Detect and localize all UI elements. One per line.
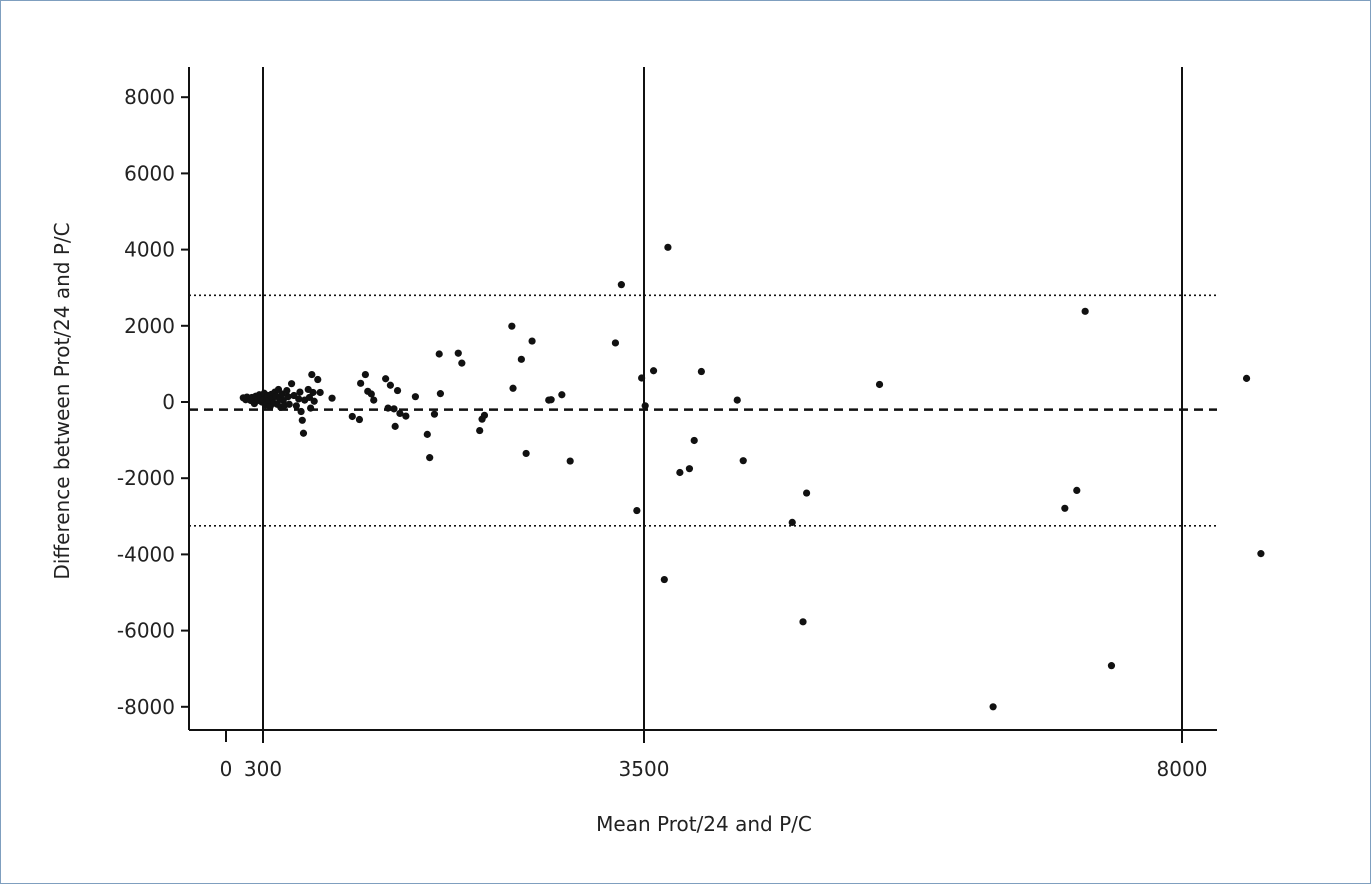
y-tick-label: 6000 bbox=[124, 161, 175, 185]
data-point bbox=[566, 457, 574, 465]
data-point bbox=[295, 395, 303, 403]
y-tick-label: -4000 bbox=[117, 542, 175, 566]
data-point bbox=[435, 350, 443, 358]
data-point bbox=[361, 370, 369, 379]
tick-labels: 8000 6000 4000 2000 0 -2000 -4000 -6000 -8000 0 30… bbox=[117, 85, 1208, 781]
data-point bbox=[391, 422, 399, 430]
data-point bbox=[454, 349, 462, 357]
x-tick-label: 300 bbox=[244, 757, 282, 781]
data-point bbox=[676, 468, 684, 477]
data-point bbox=[1081, 307, 1089, 315]
x-axis-title: Mean Prot/24 and P/C bbox=[596, 812, 812, 836]
y-tick-label: -6000 bbox=[117, 619, 175, 643]
data-point bbox=[799, 618, 807, 626]
data-point bbox=[739, 457, 747, 465]
data-point bbox=[509, 384, 517, 392]
data-point bbox=[396, 409, 404, 418]
data-point bbox=[788, 518, 796, 526]
data-point bbox=[297, 407, 305, 416]
y-tick-label: 4000 bbox=[124, 238, 175, 262]
data-point bbox=[296, 388, 304, 396]
data-point bbox=[292, 402, 300, 410]
y-tick-label: 2000 bbox=[124, 314, 175, 338]
data-point bbox=[298, 416, 306, 424]
data-points bbox=[239, 243, 1265, 711]
data-point bbox=[517, 355, 525, 363]
data-point bbox=[355, 415, 364, 424]
data-point bbox=[480, 411, 489, 419]
data-point bbox=[430, 410, 439, 418]
data-point bbox=[508, 322, 516, 330]
x-tick-label: 8000 bbox=[1157, 757, 1208, 781]
data-point bbox=[386, 381, 394, 389]
data-point bbox=[685, 465, 694, 473]
data-point bbox=[287, 380, 296, 388]
y-tick-label: 8000 bbox=[124, 85, 175, 109]
axes bbox=[181, 67, 1217, 742]
data-point bbox=[875, 380, 884, 389]
data-point bbox=[733, 396, 741, 404]
data-point bbox=[367, 390, 375, 398]
data-point bbox=[611, 339, 620, 347]
data-point bbox=[458, 359, 466, 367]
y-tick-label: -8000 bbox=[117, 695, 175, 719]
data-point bbox=[547, 396, 555, 404]
data-point bbox=[1242, 374, 1251, 382]
data-point bbox=[285, 400, 293, 408]
data-point bbox=[664, 243, 672, 251]
data-point bbox=[370, 396, 378, 404]
data-point bbox=[384, 404, 392, 412]
data-point bbox=[390, 405, 398, 413]
data-point bbox=[309, 388, 317, 397]
data-point bbox=[283, 386, 291, 395]
data-point bbox=[1061, 504, 1069, 512]
data-point bbox=[382, 375, 390, 383]
data-point bbox=[641, 402, 649, 410]
data-point bbox=[802, 489, 811, 497]
data-point bbox=[649, 367, 658, 375]
data-point bbox=[697, 367, 705, 376]
data-point bbox=[357, 379, 365, 387]
data-point bbox=[660, 575, 668, 584]
data-point bbox=[633, 506, 641, 515]
data-point bbox=[393, 386, 402, 395]
x-tick-label: 3500 bbox=[619, 757, 670, 781]
data-point bbox=[316, 388, 324, 397]
data-point bbox=[989, 703, 997, 711]
data-point bbox=[299, 429, 308, 437]
data-point bbox=[690, 436, 698, 445]
data-point bbox=[1107, 662, 1116, 670]
data-point bbox=[307, 404, 315, 412]
x-tick-label: 0 bbox=[220, 757, 233, 781]
data-point bbox=[328, 394, 336, 402]
data-point bbox=[1073, 486, 1081, 494]
data-point bbox=[558, 391, 566, 399]
y-tick-label: -2000 bbox=[117, 466, 175, 490]
data-point bbox=[308, 370, 316, 379]
data-point bbox=[411, 393, 419, 401]
data-point bbox=[522, 449, 530, 458]
data-point bbox=[426, 454, 434, 462]
data-point bbox=[402, 412, 410, 420]
data-point bbox=[423, 430, 431, 438]
data-point bbox=[310, 397, 318, 405]
data-point bbox=[638, 374, 646, 382]
data-point bbox=[1257, 550, 1265, 558]
data-point bbox=[436, 390, 445, 398]
data-point bbox=[476, 426, 484, 435]
data-point bbox=[314, 375, 322, 384]
reference-lines bbox=[189, 67, 1217, 743]
y-tick-label: 0 bbox=[162, 390, 175, 414]
data-point bbox=[528, 337, 536, 345]
data-point bbox=[348, 412, 356, 421]
data-point bbox=[617, 281, 625, 289]
y-axis-title: Difference between Prot/24 and P/C bbox=[50, 222, 74, 579]
data-point bbox=[284, 393, 292, 401]
